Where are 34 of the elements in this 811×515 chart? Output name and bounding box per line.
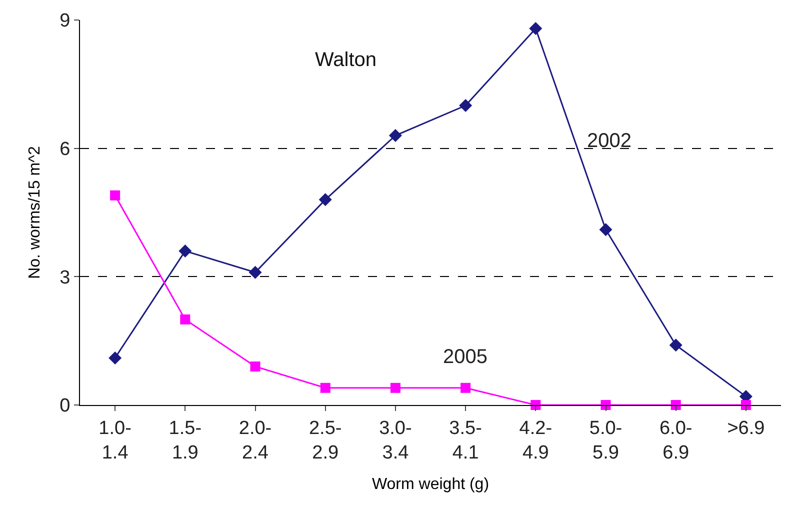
series-label: 2005 [443,346,488,368]
point [250,362,260,372]
point [388,129,402,142]
y-tick-label: 9 [60,10,70,32]
x-tick-label: 2.0- 2.4 [238,418,272,464]
x-tick-label: 1.0- 1.4 [98,418,132,464]
point [460,382,471,393]
point [318,193,332,206]
point [178,244,192,258]
y-tick-label: 0 [60,396,70,417]
point [390,382,400,393]
x-tick-label: 2.5- 2.9 [308,418,342,464]
point [108,351,122,364]
point [248,266,262,279]
point [599,223,612,236]
annotation: Walton [315,49,377,71]
point [459,99,472,112]
x-tick-label: 1.5- 1.9 [168,418,202,464]
point [180,314,190,324]
point [529,22,542,36]
x-tick-label: 3.0- 3.4 [379,418,412,464]
x-axis-title: Worm weight (g) [372,476,490,494]
y-tick-label: 3 [60,267,70,288]
x-tick-label: >6.9 [727,418,765,439]
y-tick-label: 6 [60,138,70,160]
point [669,338,682,352]
point [110,190,120,200]
series-label: 2002 [587,130,632,152]
x-tick-label: 5.0- 5.9 [589,418,622,464]
x-tick-label: 6.0- 6.9 [659,418,692,464]
x-tick-label: 4.2- 4.9 [519,418,552,464]
point [320,382,330,393]
y-axis-title: No. worms/15 m^2 [26,146,44,279]
x-tick-label: 3.5- 4.1 [449,418,482,464]
